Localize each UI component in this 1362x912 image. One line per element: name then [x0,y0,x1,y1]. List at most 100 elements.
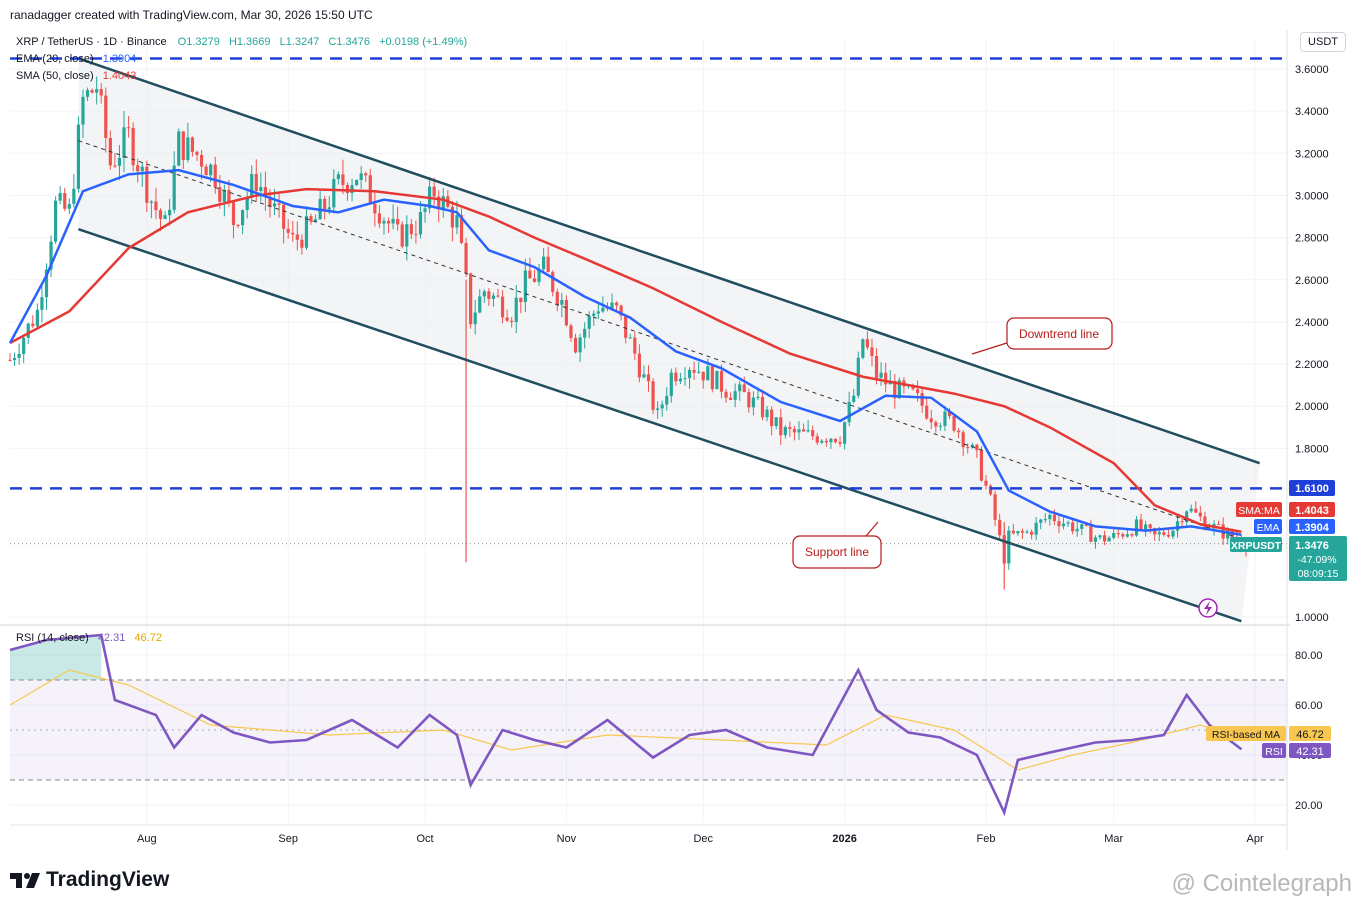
rsi-value-tag: 42.31 [1296,746,1324,758]
candle-body [373,203,377,214]
candle-body [304,216,309,248]
candle-body [651,381,655,410]
price-tick-label: 2.0000 [1295,401,1329,413]
candle-body [519,297,523,303]
price-tick-label: 3.6000 [1295,64,1329,76]
candle-body [286,228,290,233]
candle-body [254,174,258,191]
sma-50-line[interactable] [9,187,1242,534]
downtrend-annotation-box[interactable] [1006,317,1113,350]
candle-body [49,241,53,270]
currency-selector[interactable]: USDT [1300,32,1346,52]
sma-tag-bg [1236,502,1282,517]
candle-body [1139,519,1143,530]
candle-body [820,440,824,443]
candle-body [747,392,751,408]
candle-body [1016,531,1020,534]
candle-body [1039,519,1043,523]
candle-body [824,440,828,443]
candle-body [336,174,340,179]
candle-body [487,291,491,299]
candle-body [783,427,787,436]
candle-body [984,480,988,486]
rsi-line[interactable] [9,633,1243,817]
legend-close: C1.3476 [328,36,371,48]
candle-body [587,315,591,329]
legend-rsi-row[interactable]: RSI (14, close) 42.31 46.72 [16,632,162,644]
price-tick-label: 2.6000 [1295,275,1329,287]
candle-body [491,295,496,299]
candle-body [642,374,646,378]
candle-body [140,166,144,172]
candle-body [596,311,600,314]
candle-body [163,215,167,219]
candle-body [751,397,755,408]
rsi-tag: RSI [1265,746,1283,758]
candle-body [377,213,382,224]
candle-body [742,384,746,393]
downtrend-line[interactable] [78,57,1261,465]
candle-body [195,151,199,155]
candle-body [1121,534,1125,537]
candle-body [505,317,509,321]
price-axis[interactable]: 1.0000 1.8000 2.0000 2.2000 2.4000 2.6000 2.80… [1295,64,1329,624]
candle-body [1203,516,1207,530]
price-tick-label: 3.4000 [1295,106,1329,118]
candle-body [660,404,664,409]
candle-body [724,391,728,398]
support-line[interactable] [78,228,1242,623]
rsi-value-bg [1289,743,1331,758]
lightning-icon[interactable] [1198,598,1218,618]
candle-body [719,370,724,392]
candle-body [1198,512,1202,517]
price-tick-label: 2.4000 [1295,317,1329,329]
candle-body [1194,508,1198,513]
candle-body [979,450,984,481]
candle-body [323,198,327,210]
candle-body [227,190,231,203]
candle-body [961,432,965,448]
candle-body [551,272,555,292]
candle-body [564,299,569,326]
candle-body [99,89,103,96]
candle-body [309,216,313,222]
legend-sma-label: SMA (50, close) [16,70,94,82]
candle-body [833,438,838,443]
legend-symbol: XRP / TetherUS · 1D · Binance [16,36,167,48]
legend-rsi-label: RSI (14, close) [16,632,89,644]
candle-body [1011,530,1015,534]
candle-body [177,131,181,166]
candle-body [400,224,404,247]
candle-body [843,422,847,444]
candle-body [423,208,427,212]
candle-body [1116,533,1120,535]
candle-body [678,378,683,382]
candle-body [683,378,687,380]
candle-body [136,165,140,172]
candle-body [222,190,226,202]
ema-tag: EMA [1257,522,1280,534]
candle-body [560,299,564,305]
time-tick-label: Mar [1104,833,1123,845]
legend-symbol-row[interactable]: XRP / TetherUS · 1D · Binance O1.3279 H1… [16,36,467,48]
candle-body [496,295,500,297]
candle-body [633,337,637,354]
support-annotation-box[interactable] [792,535,882,569]
candle-body [998,519,1002,536]
tradingview-logo[interactable]: TradingView [10,868,169,892]
candle-body [779,417,783,436]
symbol-tag-bg [1230,537,1282,552]
legend-ema-row[interactable]: EMA (20, close) 1.3904 [16,53,136,65]
time-axis[interactable]: Aug Sep Oct Nov Dec 2026 Feb Mar Apr [137,833,1264,845]
rsi-ma-line[interactable] [9,669,1242,771]
candle-body [957,430,961,433]
candle-body [168,209,172,216]
ema-value-tag: 1.3904 [1295,522,1330,534]
candle-body [628,337,632,339]
legend-sma-row[interactable]: SMA (50, close) 1.4043 [16,70,136,82]
candle-body [1175,521,1180,531]
candle-body [35,309,39,327]
ema-20-line[interactable] [8,168,1242,536]
channel-midline [78,140,1242,540]
